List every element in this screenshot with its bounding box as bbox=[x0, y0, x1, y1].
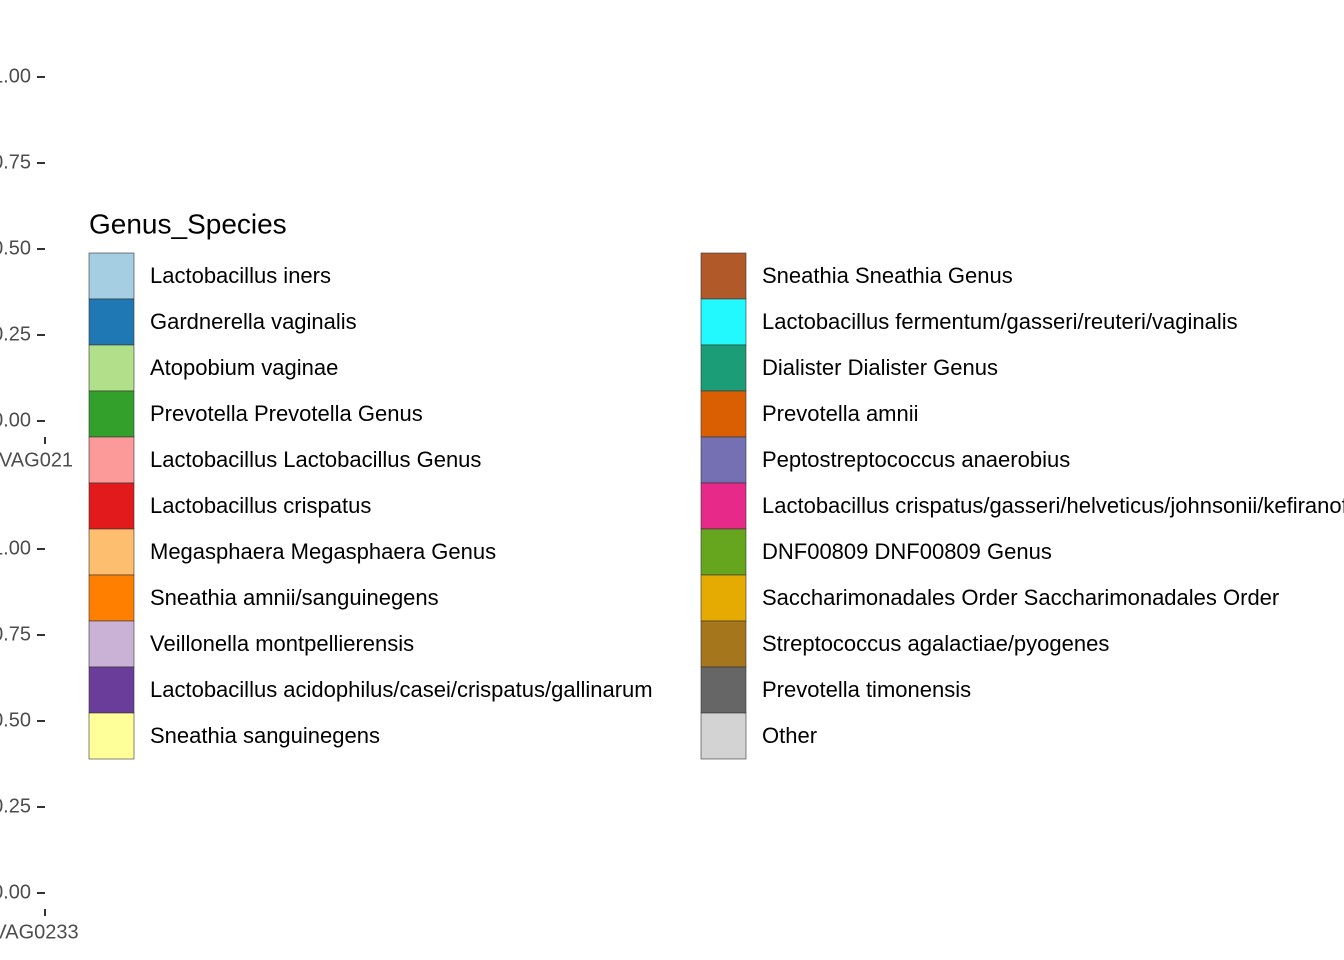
legend-swatch bbox=[88, 574, 135, 622]
legend-label: Peptostreptococcus anaerobius bbox=[762, 447, 1070, 472]
legend-swatch bbox=[700, 390, 747, 438]
legend-label: Prevotella amnii bbox=[762, 401, 919, 426]
legend-swatch bbox=[88, 482, 135, 530]
y-tick-label: 0.75 bbox=[0, 623, 31, 645]
legend-swatch bbox=[88, 252, 135, 300]
legend-label: Atopobium vaginae bbox=[150, 355, 338, 380]
legend-label: Sneathia amnii/sanguinegens bbox=[150, 585, 439, 610]
legend-swatch bbox=[700, 436, 747, 484]
legend-swatch bbox=[88, 298, 135, 346]
y-tick-label: 0.25 bbox=[0, 323, 31, 345]
legend-title: Genus_Species bbox=[89, 208, 287, 239]
y-tick-label: 0.00 bbox=[0, 409, 31, 431]
legend-label: Veillonella montpellierensis bbox=[150, 631, 414, 656]
legend-label: Streptococcus agalactiae/pyogenes bbox=[762, 631, 1109, 656]
legend-swatch bbox=[88, 666, 135, 714]
legend-swatch bbox=[88, 436, 135, 484]
legend-swatch bbox=[88, 390, 135, 438]
legend-label: Saccharimonadales Order Saccharimonadale… bbox=[762, 585, 1279, 610]
legend-swatch bbox=[700, 666, 747, 714]
legend-label: Lactobacillus crispatus/gasseri/helvetic… bbox=[762, 493, 1344, 518]
y-tick-label: 0.50 bbox=[0, 709, 31, 731]
legend-label: Other bbox=[762, 723, 817, 748]
legend-label: Sneathia Sneathia Genus bbox=[762, 263, 1013, 288]
legend-swatch bbox=[88, 712, 135, 760]
legend-label: Lactobacillus Lactobacillus Genus bbox=[150, 447, 481, 472]
legend-swatch bbox=[700, 344, 747, 392]
y-tick-label: 1.00 bbox=[0, 65, 31, 87]
x-tick-label: VAG021 bbox=[0, 449, 73, 471]
legend-swatch bbox=[700, 574, 747, 622]
legend-label: Lactobacillus fermentum/gasseri/reuteri/… bbox=[762, 309, 1238, 334]
legend-label: DNF00809 DNF00809 Genus bbox=[762, 539, 1052, 564]
x-tick-label: VAG0233 bbox=[0, 921, 79, 943]
y-tick-label: 0.25 bbox=[0, 795, 31, 817]
legend-label: Megasphaera Megasphaera Genus bbox=[150, 539, 496, 564]
legend-label: Gardnerella vaginalis bbox=[150, 309, 357, 334]
legend-label: Lactobacillus crispatus bbox=[150, 493, 371, 518]
y-tick-label: 0.50 bbox=[0, 237, 31, 259]
legend-swatch bbox=[88, 528, 135, 576]
legend-label: Dialister Dialister Genus bbox=[762, 355, 998, 380]
legend-label: Lactobacillus acidophilus/casei/crispatu… bbox=[150, 677, 653, 702]
legend-swatch bbox=[700, 620, 747, 668]
legend-swatch bbox=[700, 712, 747, 760]
legend-label: Prevotella Prevotella Genus bbox=[150, 401, 423, 426]
legend-swatch bbox=[88, 620, 135, 668]
legend-label: Lactobacillus iners bbox=[150, 263, 331, 288]
legend-swatch bbox=[700, 298, 747, 346]
legend-swatch bbox=[88, 344, 135, 392]
legend-swatch bbox=[700, 528, 747, 576]
legend-label: Sneathia sanguinegens bbox=[150, 723, 380, 748]
y-tick-label: 0.00 bbox=[0, 881, 31, 903]
y-tick-label: 0.75 bbox=[0, 151, 31, 173]
legend-swatch bbox=[700, 252, 747, 300]
legend-label: Prevotella timonensis bbox=[762, 677, 971, 702]
y-tick-label: 1.00 bbox=[0, 537, 31, 559]
legend-swatch bbox=[700, 482, 747, 530]
